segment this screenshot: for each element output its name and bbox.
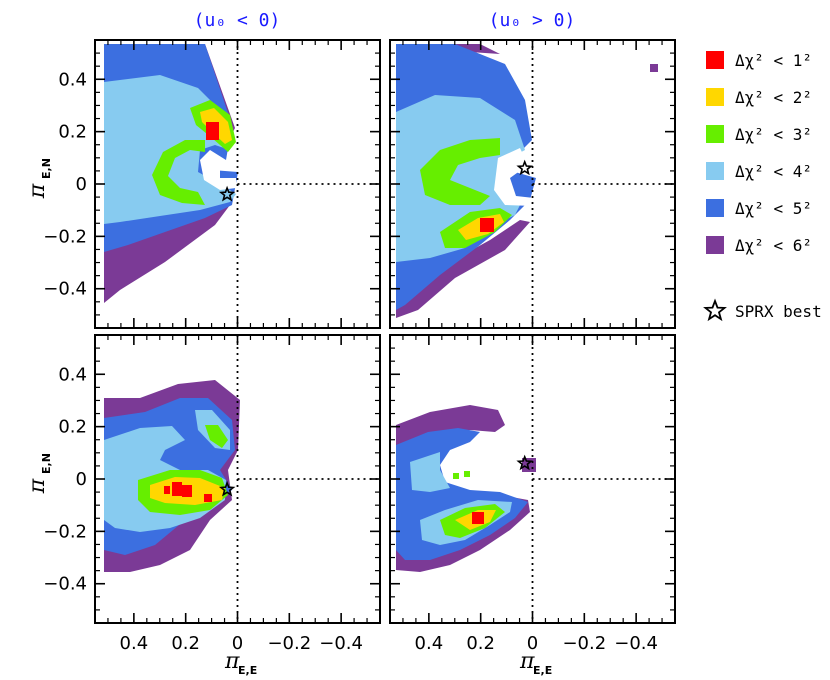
- x-tick-label: −0.4: [614, 633, 658, 654]
- legend-star-icon: [703, 298, 727, 322]
- panel-overlay-top-left: 0.4 0.2 0 −0.2 −0.4: [43, 40, 380, 328]
- y-tick-label: 0: [76, 174, 87, 195]
- y-tick-label: 0.2: [58, 122, 87, 143]
- region-chi3-island-top: [205, 425, 228, 448]
- y-axis-label-bottom: π E,N: [25, 453, 53, 494]
- legend-swatch: [706, 199, 724, 217]
- svg-text:π: π: [25, 478, 50, 494]
- x-tick-label: 0: [527, 633, 538, 654]
- region-chi6: [104, 44, 235, 303]
- legend-swatch: [706, 125, 724, 143]
- x-tick-label: 0.4: [120, 633, 149, 654]
- x-tick-label: 0.2: [171, 633, 200, 654]
- best-fit-star-icon: [516, 454, 533, 471]
- region-chi1: [204, 494, 212, 502]
- left-column-title: (u₀ < 0): [194, 10, 281, 31]
- region-chi3-arc: [420, 138, 500, 205]
- panel-overlay-top-right: [390, 40, 675, 328]
- x-tick-label: 0.2: [466, 633, 495, 654]
- y-tick-label: 0.4: [58, 364, 87, 385]
- svg-text:π: π: [224, 649, 240, 674]
- legend-swatch: [706, 162, 724, 180]
- legend-label: Δχ² < 1²: [735, 51, 812, 70]
- region-chi6-speck: [650, 64, 658, 72]
- svg-text:E,N: E,N: [40, 453, 53, 474]
- legend-star-label: SPRX best: [735, 302, 822, 321]
- region-chi1: [480, 218, 494, 232]
- region-chi6: [396, 44, 530, 318]
- region-chi3-speck: [464, 471, 470, 477]
- region-chi1: [182, 485, 192, 497]
- legend-label: Δχ² < 6²: [735, 236, 812, 255]
- legend-label: Δχ² < 3²: [735, 125, 812, 144]
- x-tick-label: −0.2: [562, 633, 606, 654]
- legend-label: Δχ² < 2²: [735, 88, 812, 107]
- legend: Δχ² < 1² Δχ² < 2² Δχ² < 3² Δχ² < 4² Δχ² < 5²…: [703, 51, 822, 322]
- region-chi1: [172, 482, 182, 496]
- svg-text:π: π: [519, 649, 535, 674]
- region-chi1: [472, 512, 484, 524]
- x-tick-label: 0: [232, 633, 243, 654]
- region-chi1: [164, 486, 170, 494]
- y-tick-label: 0: [76, 469, 87, 490]
- y-tick-label: −0.2: [43, 521, 87, 542]
- y-tick-label: −0.4: [43, 279, 87, 300]
- y-tick-label: 0.4: [58, 69, 87, 90]
- panel-overlay-bottom-right: 0.4 0.2 0 −0.2 −0.4: [390, 335, 675, 654]
- region-chi3-speck: [453, 473, 459, 479]
- svg-text:E,E: E,E: [238, 664, 257, 677]
- best-fit-star-icon: [218, 185, 236, 202]
- x-tick-label: −0.2: [267, 633, 311, 654]
- best-fit-star-icon: [516, 159, 533, 176]
- panel-bottom-right: [396, 405, 536, 572]
- svg-text:E,N: E,N: [40, 158, 53, 179]
- x-axis-label-right: π E,E: [519, 649, 552, 677]
- x-tick-label: −0.4: [319, 633, 363, 654]
- legend-label: Δχ² < 4²: [735, 162, 812, 181]
- x-axis-label-left: π E,E: [224, 649, 257, 677]
- y-tick-label: −0.4: [43, 574, 87, 595]
- panel-overlay-bottom-left: 0.4 0.2 0 −0.2 −0.4 0.4 0.2 0 −0.2 −0.4: [43, 335, 380, 654]
- panel-top-left: [104, 44, 238, 303]
- region-chi3-arc: [152, 140, 205, 205]
- legend-swatch: [706, 88, 724, 106]
- region-notch: [200, 160, 236, 190]
- y-tick-label: 0.2: [58, 417, 87, 438]
- best-fit-star-icon: [218, 480, 236, 497]
- panel-top-right: [396, 44, 658, 318]
- svg-text:E,E: E,E: [533, 664, 552, 677]
- x-tick-label: 0.4: [415, 633, 444, 654]
- region-chi1: [206, 122, 219, 140]
- legend-swatch: [706, 236, 724, 254]
- svg-text:π: π: [25, 183, 50, 199]
- panel-bottom-left: [104, 380, 240, 572]
- legend-label: Δχ² < 5²: [735, 199, 812, 218]
- y-tick-label: −0.2: [43, 226, 87, 247]
- right-column-title: (u₀ > 0): [489, 10, 576, 31]
- legend-swatch: [706, 51, 724, 69]
- y-axis-label-top: π E,N: [25, 158, 53, 199]
